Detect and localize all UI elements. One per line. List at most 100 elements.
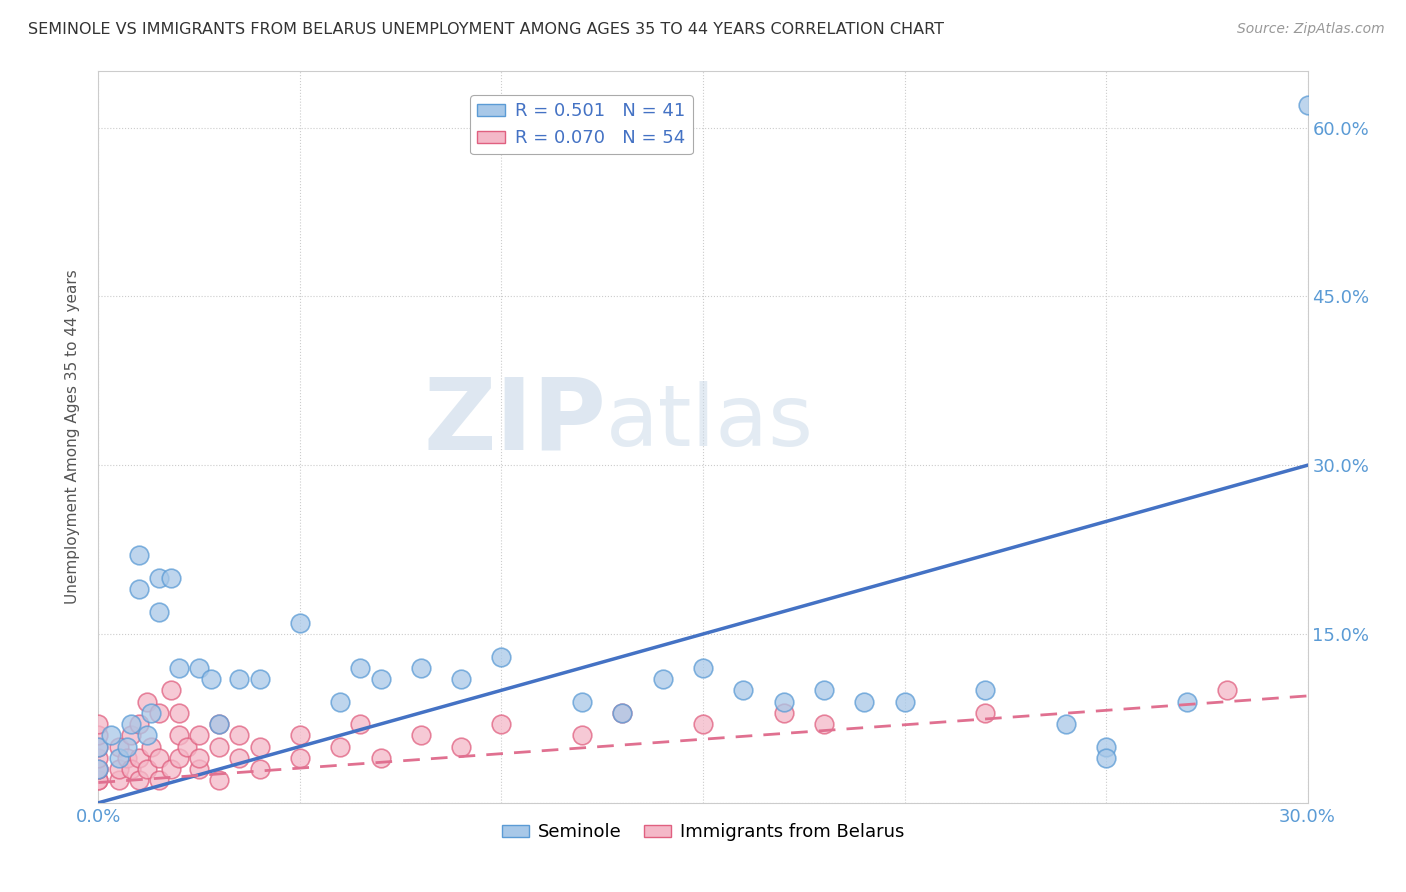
- Point: [571, 694, 593, 708]
- Point: [450, 672, 472, 686]
- Point: [160, 762, 183, 776]
- Point: [87, 762, 110, 776]
- Point: [107, 739, 129, 754]
- Point: [1175, 694, 1198, 708]
- Point: [409, 661, 432, 675]
- Point: [288, 728, 311, 742]
- Point: [491, 649, 513, 664]
- Point: [120, 762, 142, 776]
- Point: [208, 717, 231, 731]
- Text: Source: ZipAtlas.com: Source: ZipAtlas.com: [1237, 22, 1385, 37]
- Point: [107, 762, 129, 776]
- Point: [120, 717, 142, 731]
- Point: [228, 672, 250, 686]
- Point: [107, 751, 129, 765]
- Point: [612, 706, 634, 720]
- Point: [148, 571, 170, 585]
- Point: [772, 694, 794, 708]
- Point: [1296, 98, 1319, 112]
- Point: [249, 672, 271, 686]
- Point: [813, 717, 835, 731]
- Point: [160, 571, 183, 585]
- Point: [167, 751, 190, 765]
- Point: [87, 773, 110, 788]
- Point: [128, 773, 150, 788]
- Point: [100, 728, 122, 742]
- Point: [974, 683, 997, 698]
- Point: [87, 717, 110, 731]
- Point: [228, 751, 250, 765]
- Point: [208, 773, 231, 788]
- Point: [107, 773, 129, 788]
- Point: [612, 706, 634, 720]
- Point: [148, 773, 170, 788]
- Point: [733, 683, 755, 698]
- Point: [349, 661, 371, 675]
- Point: [813, 683, 835, 698]
- Point: [160, 683, 183, 698]
- Point: [200, 672, 222, 686]
- Point: [148, 605, 170, 619]
- Point: [115, 739, 138, 754]
- Point: [208, 739, 231, 754]
- Point: [135, 694, 157, 708]
- Text: ZIP: ZIP: [423, 374, 606, 471]
- Point: [1095, 751, 1118, 765]
- Point: [651, 672, 673, 686]
- Point: [571, 728, 593, 742]
- Point: [974, 706, 997, 720]
- Point: [349, 717, 371, 731]
- Point: [87, 751, 110, 765]
- Point: [772, 706, 794, 720]
- Text: atlas: atlas: [606, 381, 814, 464]
- Point: [167, 728, 190, 742]
- Point: [853, 694, 876, 708]
- Point: [208, 717, 231, 731]
- Point: [167, 706, 190, 720]
- Point: [87, 773, 110, 788]
- Point: [128, 582, 150, 596]
- Point: [115, 751, 138, 765]
- Point: [128, 548, 150, 562]
- Point: [893, 694, 915, 708]
- Legend: Seminole, Immigrants from Belarus: Seminole, Immigrants from Belarus: [495, 816, 911, 848]
- Point: [249, 762, 271, 776]
- Point: [692, 717, 714, 731]
- Point: [288, 615, 311, 630]
- Point: [87, 762, 110, 776]
- Point: [87, 739, 110, 754]
- Point: [329, 739, 352, 754]
- Point: [128, 717, 150, 731]
- Point: [176, 739, 198, 754]
- Point: [228, 728, 250, 742]
- Point: [370, 751, 392, 765]
- Point: [1054, 717, 1077, 731]
- Point: [167, 661, 190, 675]
- Point: [135, 728, 157, 742]
- Point: [128, 751, 150, 765]
- Point: [692, 661, 714, 675]
- Point: [120, 728, 142, 742]
- Point: [409, 728, 432, 742]
- Point: [148, 751, 170, 765]
- Point: [148, 706, 170, 720]
- Point: [188, 661, 211, 675]
- Point: [87, 728, 110, 742]
- Point: [1216, 683, 1239, 698]
- Point: [329, 694, 352, 708]
- Point: [370, 672, 392, 686]
- Point: [288, 751, 311, 765]
- Point: [1095, 739, 1118, 754]
- Point: [87, 739, 110, 754]
- Text: SEMINOLE VS IMMIGRANTS FROM BELARUS UNEMPLOYMENT AMONG AGES 35 TO 44 YEARS CORRE: SEMINOLE VS IMMIGRANTS FROM BELARUS UNEM…: [28, 22, 943, 37]
- Y-axis label: Unemployment Among Ages 35 to 44 years: Unemployment Among Ages 35 to 44 years: [65, 269, 80, 605]
- Point: [188, 728, 211, 742]
- Point: [135, 762, 157, 776]
- Point: [188, 751, 211, 765]
- Point: [491, 717, 513, 731]
- Point: [139, 739, 162, 754]
- Point: [450, 739, 472, 754]
- Point: [139, 706, 162, 720]
- Point: [188, 762, 211, 776]
- Point: [87, 762, 110, 776]
